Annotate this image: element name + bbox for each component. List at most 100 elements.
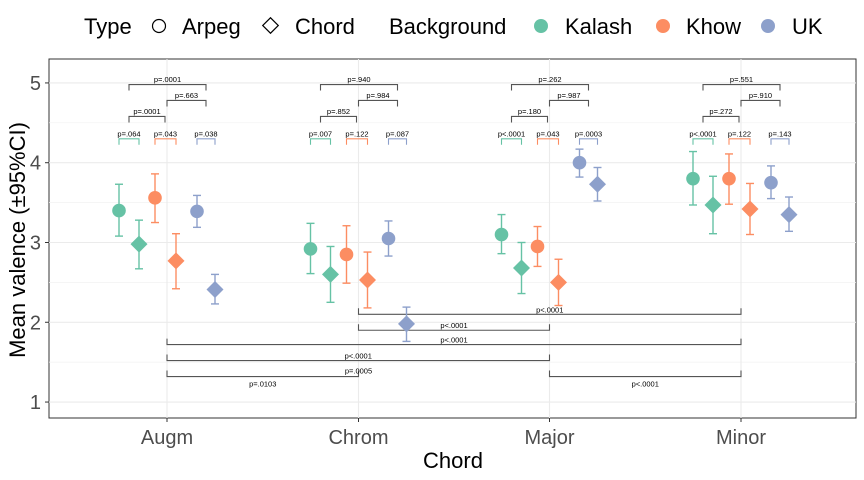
within-uk-bracket (770, 138, 790, 145)
data-point-circle (722, 171, 736, 186)
within-uk-label: p=.143 (768, 129, 791, 138)
x-tick-label: Minor (716, 427, 766, 449)
data-point-diamond (398, 315, 415, 333)
within-khow-bracket (154, 138, 177, 145)
legend-uk-icon (761, 19, 775, 33)
khow-uk-bracket (740, 99, 781, 107)
y-tick-label: 2 (30, 312, 41, 334)
khow-uk-label: p=.910 (749, 91, 772, 100)
khow-uk-label: p=.984 (366, 91, 389, 100)
within-khow-label: p=.043 (154, 129, 177, 138)
y-axis: 1 2 3 4 5 (30, 73, 49, 414)
legend-type-title: Type (84, 14, 132, 39)
x-tick-label: Major (524, 427, 574, 449)
within-uk-bracket (387, 138, 408, 145)
legend-arpeg-label: Arpeg (182, 14, 241, 39)
data-point-diamond (704, 196, 722, 214)
within-kalash-bracket (500, 138, 523, 145)
legend-uk-label: UK (792, 14, 823, 39)
between-bracket (166, 370, 360, 378)
y-tick-label: 5 (30, 73, 41, 95)
data-point-circle (530, 239, 545, 254)
data-point-diamond (130, 235, 148, 253)
data-point-diamond (589, 175, 606, 193)
x-axis-title: Chord (423, 448, 483, 473)
between-label: p<.0001 (440, 336, 467, 345)
within-khow-bracket (728, 138, 751, 145)
khow-uk-bracket (548, 99, 590, 107)
legend-kalash-label: Kalash (565, 14, 632, 39)
y-tick-label: 3 (30, 232, 41, 254)
within-kalash-bracket (118, 138, 140, 145)
x-tick-label: Augm (141, 427, 193, 449)
between-bracket (357, 324, 551, 331)
legend-background-title: Background (389, 14, 506, 39)
between-label: p=.0103 (249, 380, 276, 389)
data-point-circle (190, 204, 204, 219)
y-axis-title: Mean valence (±95%CI) (5, 122, 30, 358)
within-kalash-label: p<.0001 (498, 129, 525, 138)
within-kalash-bracket (692, 138, 714, 145)
data-point-diamond (359, 271, 376, 289)
khow-uk-label: p=.663 (175, 91, 198, 100)
between-label: p=.0005 (345, 367, 372, 376)
within-kalash-label: p=.064 (117, 129, 140, 138)
within-khow-label: p=.122 (728, 129, 751, 138)
within-uk-label: p=.038 (194, 129, 217, 138)
kalash-khow-bracket (510, 115, 549, 123)
between-label: p<.0001 (536, 305, 563, 314)
legend-chord-icon (261, 16, 280, 35)
khow-uk-label: p=.987 (557, 91, 580, 100)
khow-uk-bracket (357, 99, 399, 107)
between-bracket (357, 308, 742, 315)
within-kalash-bracket (309, 138, 332, 145)
data-point-circle (764, 175, 778, 190)
gridlines (49, 59, 856, 418)
data-point-circle (148, 191, 162, 205)
x-tick-label: Chrom (328, 427, 388, 449)
legend-arpeg-icon (151, 18, 167, 34)
within-uk-label: p=.087 (386, 129, 409, 138)
data-point-circle (494, 227, 509, 242)
data-point-diamond (206, 281, 224, 299)
data-point-circle (686, 171, 700, 186)
kalash-khow-bracket (128, 115, 166, 123)
data-point-circle (381, 231, 396, 246)
data-point-diamond (741, 200, 759, 218)
kalash-uk-label: p=.940 (347, 75, 370, 84)
kalash-khow-bracket (319, 115, 358, 123)
plot-panel (48, 58, 857, 419)
y-tick-label: 1 (30, 392, 41, 414)
x-axis: Augm Chrom Major Minor (141, 418, 766, 449)
khow-uk-bracket (166, 99, 207, 107)
legend: Type Arpeg Chord Background Kalash Khow … (84, 14, 823, 39)
data-point-diamond (167, 252, 185, 270)
between-bracket (166, 338, 742, 346)
kalash-khow-label: p=.0001 (133, 107, 160, 116)
kalash-uk-bracket (702, 83, 781, 91)
data-point-circle (572, 155, 587, 170)
legend-khow-label: Khow (686, 14, 741, 39)
kalash-uk-bracket (510, 83, 590, 91)
within-uk-bracket (578, 138, 599, 145)
legend-kalash-icon (534, 19, 548, 33)
kalash-khow-bracket (702, 115, 740, 123)
within-uk-label: p=.0003 (575, 129, 602, 138)
data-point-circle (303, 242, 318, 256)
kalash-uk-label: p=.262 (538, 75, 561, 84)
kalash-uk-label: p=.551 (730, 75, 753, 84)
between-bracket (166, 354, 551, 362)
between-bracket (548, 370, 742, 378)
between-label: p<.0001 (632, 380, 659, 389)
data-point-circle (112, 203, 126, 218)
kalash-khow-label: p=.852 (327, 107, 350, 116)
within-khow-label: p=.122 (345, 129, 368, 138)
within-uk-bracket (196, 138, 216, 145)
data-point-diamond (322, 265, 339, 283)
data-point-diamond (780, 206, 798, 224)
within-kalash-label: p<.0001 (689, 129, 716, 138)
within-kalash-label: p=.007 (309, 129, 332, 138)
kalash-uk-bracket (128, 83, 207, 91)
data-point-diamond (550, 273, 567, 291)
